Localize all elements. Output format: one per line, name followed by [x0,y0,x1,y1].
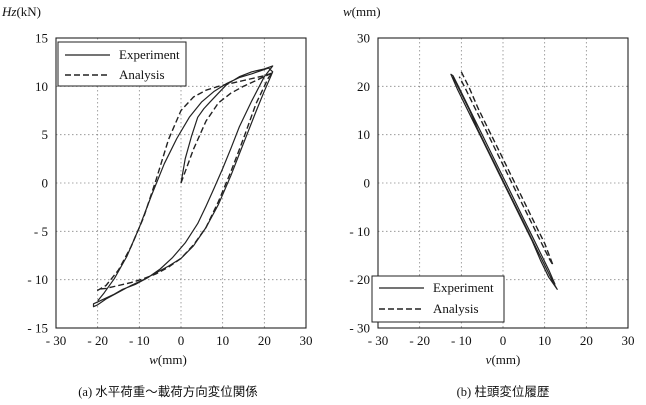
chart-b-legend: Experiment Analysis [371,275,505,323]
chart-a: Hz(kN) - 15 - 10 - 5 0 5 10 15 - 30 - 20 - 10 0 10… [1,4,313,399]
chart-b-xtick-label: - 20 [409,333,430,348]
chart-b-series [450,71,558,290]
chart-a-xtick-label: - 30 [46,333,67,348]
chart-b-xlabel: v(mm) [486,352,521,367]
chart-b-xtick-label: 0 [500,333,507,348]
chart-b-ytick-label: 0 [364,176,371,191]
chart-b-legend-experiment: Experiment [433,280,494,295]
chart-a-xtick-label: 0 [178,333,185,348]
chart-b-ytick-label: 30 [357,31,370,46]
chart-a-xtick-label: 10 [216,333,229,348]
chart-a-series [92,65,274,308]
chart-b-caption: (b) 柱頭変位履歴 [457,384,550,399]
chart-b-legend-analysis: Analysis [433,301,479,316]
chart-b-xtick-label: - 10 [451,333,472,348]
chart-b-xtick-label: 10 [538,333,551,348]
chart-a-ytick-label: 5 [42,127,49,142]
chart-a-xticks: - 30 - 20 - 10 0 10 20 30 [46,333,313,348]
chart-b-xtick-label: 30 [622,333,635,348]
chart-b-ytick-label: - 20 [349,272,370,287]
chart-a-ylabel: Hz(kN) [1,4,41,19]
chart-a-ytick-label: 10 [35,79,48,94]
chart-a-xtick-label: 20 [258,333,271,348]
chart-a-yticks: - 15 - 10 - 5 0 5 10 15 [27,31,48,336]
chart-b-ytick-label: 10 [357,127,370,142]
chart-b: w(mm) - 30 - 20 - 10 0 10 20 30 - 30 - 20 - 10 0 1… [343,4,635,399]
chart-b-frame [377,37,629,329]
chart-b-xtick-label: - 30 [368,333,389,348]
chart-a-legend-box [57,41,187,87]
chart-b-ytick-label: 20 [357,79,370,94]
chart-a-series-experiment [92,65,274,308]
chart-b-xtick-label: 20 [580,333,593,348]
chart-a-xlabel: w(mm) [149,352,187,367]
chart-a-caption: (a) 水平荷重〜載荷方向変位関係 [78,384,258,399]
chart-a-xtick-label: - 20 [87,333,108,348]
chart-b-ytick-label: - 10 [349,224,370,239]
chart-a-frame [55,37,307,329]
chart-a-ytick-label: 15 [35,31,48,46]
chart-b-xticks: - 30 - 20 - 10 0 10 20 30 [368,333,635,348]
chart-b-series-analysis [458,71,554,266]
chart-b-ylabel: w(mm) [343,4,381,19]
chart-a-xtick-label: - 10 [129,333,150,348]
chart-a-ytick-label: - 5 [34,224,48,239]
chart-a-legend-analysis: Analysis [119,67,165,82]
chart-a-xtick-label: 30 [300,333,313,348]
chart-b-legend-box [371,275,505,323]
chart-a-legend-experiment: Experiment [119,47,180,62]
chart-a-ytick-label: - 10 [27,272,48,287]
chart-a-ytick-label: - 15 [27,321,48,336]
chart-a-legend: Experiment Analysis [57,41,187,87]
chart-a-series-analysis [96,72,274,291]
chart-b-ytick-label: - 30 [349,321,370,336]
chart-a-ytick-label: 0 [42,176,49,191]
chart-b-yticks: - 30 - 20 - 10 0 10 20 30 [349,31,370,336]
chart-b-series-experiment [450,73,558,290]
